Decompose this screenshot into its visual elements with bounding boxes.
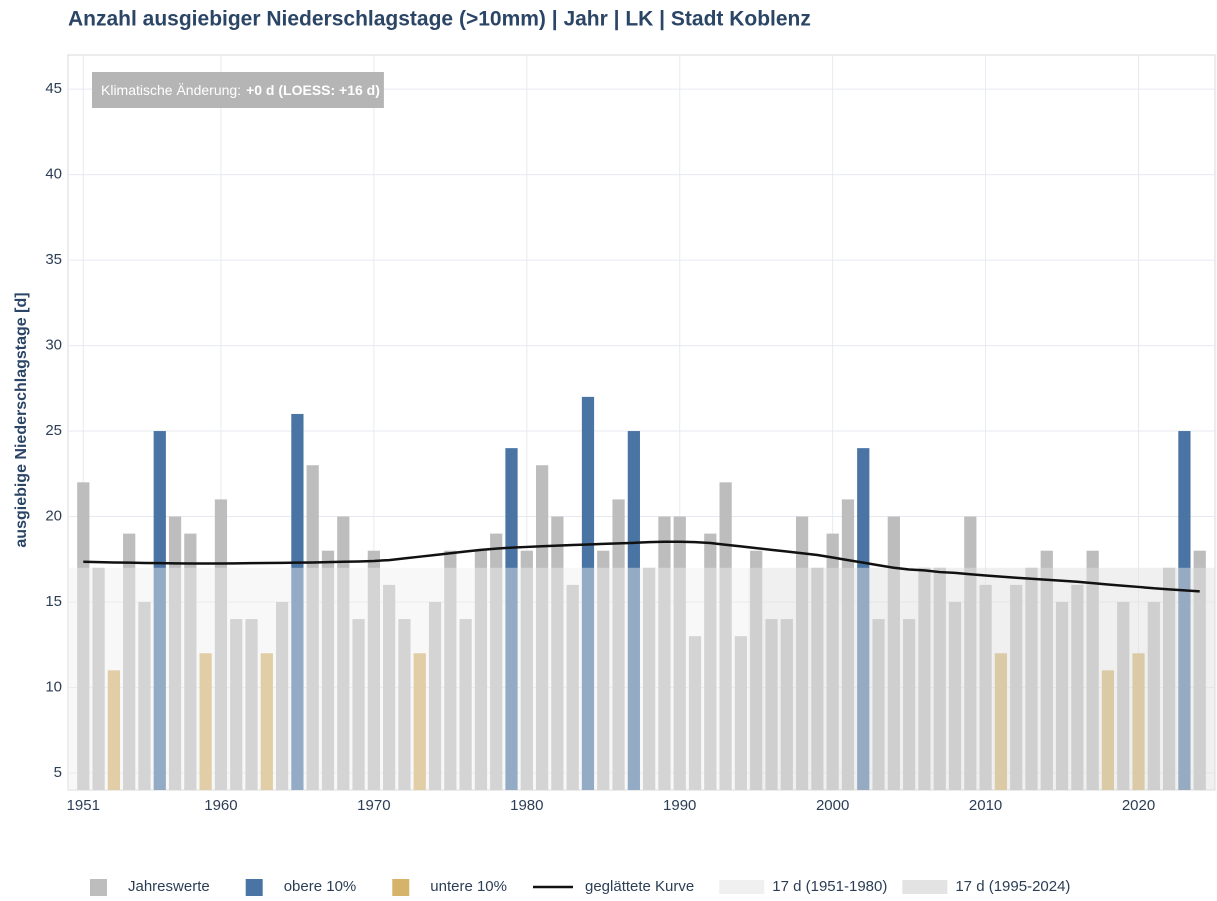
bar	[658, 516, 671, 790]
x-tick-label: 1970	[357, 797, 390, 814]
bar	[383, 584, 396, 790]
legend-label: untere 10%	[430, 878, 507, 895]
bar	[92, 567, 105, 790]
bar	[123, 533, 136, 790]
reference-band	[748, 567, 1215, 790]
legend-label: 17 d (1995-2024)	[955, 878, 1070, 895]
bar	[673, 516, 686, 790]
x-tick-label: 1990	[663, 797, 696, 814]
legend-swatch	[392, 879, 410, 896]
annotation: Klimatische Änderung: +0 d (LOESS: +16 d)	[92, 72, 384, 108]
bar	[275, 601, 289, 790]
reference-band	[68, 567, 749, 790]
bar	[459, 619, 472, 790]
bar	[168, 516, 182, 790]
chart-title: Anzahl ausgiebiger Niederschlagstage (>1…	[68, 8, 811, 31]
annotation-box	[92, 72, 384, 108]
legend-label: geglättete Kurve	[585, 878, 694, 895]
legend-swatch	[90, 879, 107, 896]
legend-swatch	[719, 880, 765, 894]
legend-label: 17 d (1951-1980)	[772, 878, 887, 895]
bar	[688, 636, 702, 790]
bar	[612, 499, 625, 790]
legend-label: obere 10%	[284, 878, 357, 895]
smoothed-line	[83, 540, 1200, 593]
bar	[719, 482, 732, 790]
bar	[413, 653, 426, 790]
bar	[627, 431, 640, 790]
bar	[230, 619, 243, 790]
x-tick-label: 2020	[1122, 797, 1155, 814]
bar	[352, 619, 365, 790]
bar	[260, 653, 273, 790]
y-tick-label: 25	[45, 422, 62, 439]
x-tick-label: 2000	[816, 797, 849, 814]
bar	[138, 601, 151, 790]
bar	[734, 636, 748, 790]
y-tick-label: 15	[45, 593, 62, 610]
bar	[551, 516, 564, 790]
bar	[444, 550, 457, 790]
bar	[214, 499, 228, 790]
y-axis-label: ausgiebige Niederschlagstage [d]	[13, 292, 30, 547]
x-tick-label: 2010	[969, 797, 1002, 814]
bar	[490, 533, 503, 790]
x-tick-label: 1980	[510, 797, 543, 814]
bar	[398, 619, 411, 790]
y-tick-label: 40	[45, 166, 62, 183]
bar	[321, 550, 335, 790]
x-tick-label: 1960	[204, 797, 237, 814]
bar	[245, 619, 258, 790]
bar	[704, 533, 717, 790]
annotation-label: Klimatische Änderung:	[101, 82, 241, 98]
y-tick-label: 45	[45, 80, 62, 97]
bar	[199, 653, 212, 790]
legend-swatch	[245, 879, 263, 896]
bar	[643, 567, 656, 790]
legend-swatch	[902, 880, 948, 894]
y-tick-label: 35	[45, 251, 62, 268]
bar	[474, 550, 488, 790]
bar	[77, 482, 90, 790]
y-tick-label: 5	[54, 764, 62, 781]
y-tick-label: 20	[45, 507, 62, 524]
bar	[184, 533, 197, 790]
annotation-value: +0 d (LOESS: +16 d)	[246, 82, 380, 98]
bar	[566, 584, 579, 790]
y-tick-label: 10	[45, 678, 62, 695]
bar	[581, 396, 595, 790]
bar	[337, 516, 350, 790]
bar	[291, 413, 304, 790]
bar	[107, 670, 120, 790]
bar	[520, 550, 533, 790]
bar	[597, 550, 610, 790]
legend-label: Jahreswerte	[128, 878, 210, 895]
x-tick-label: 1951	[67, 797, 100, 814]
annotation-text: Klimatische Änderung: +0 d (LOESS: +16 d)	[101, 82, 380, 98]
bar	[505, 448, 518, 790]
y-tick-label: 30	[45, 337, 62, 354]
bar	[306, 465, 319, 790]
bar	[153, 431, 166, 790]
bar	[367, 550, 380, 790]
bar	[428, 601, 442, 790]
